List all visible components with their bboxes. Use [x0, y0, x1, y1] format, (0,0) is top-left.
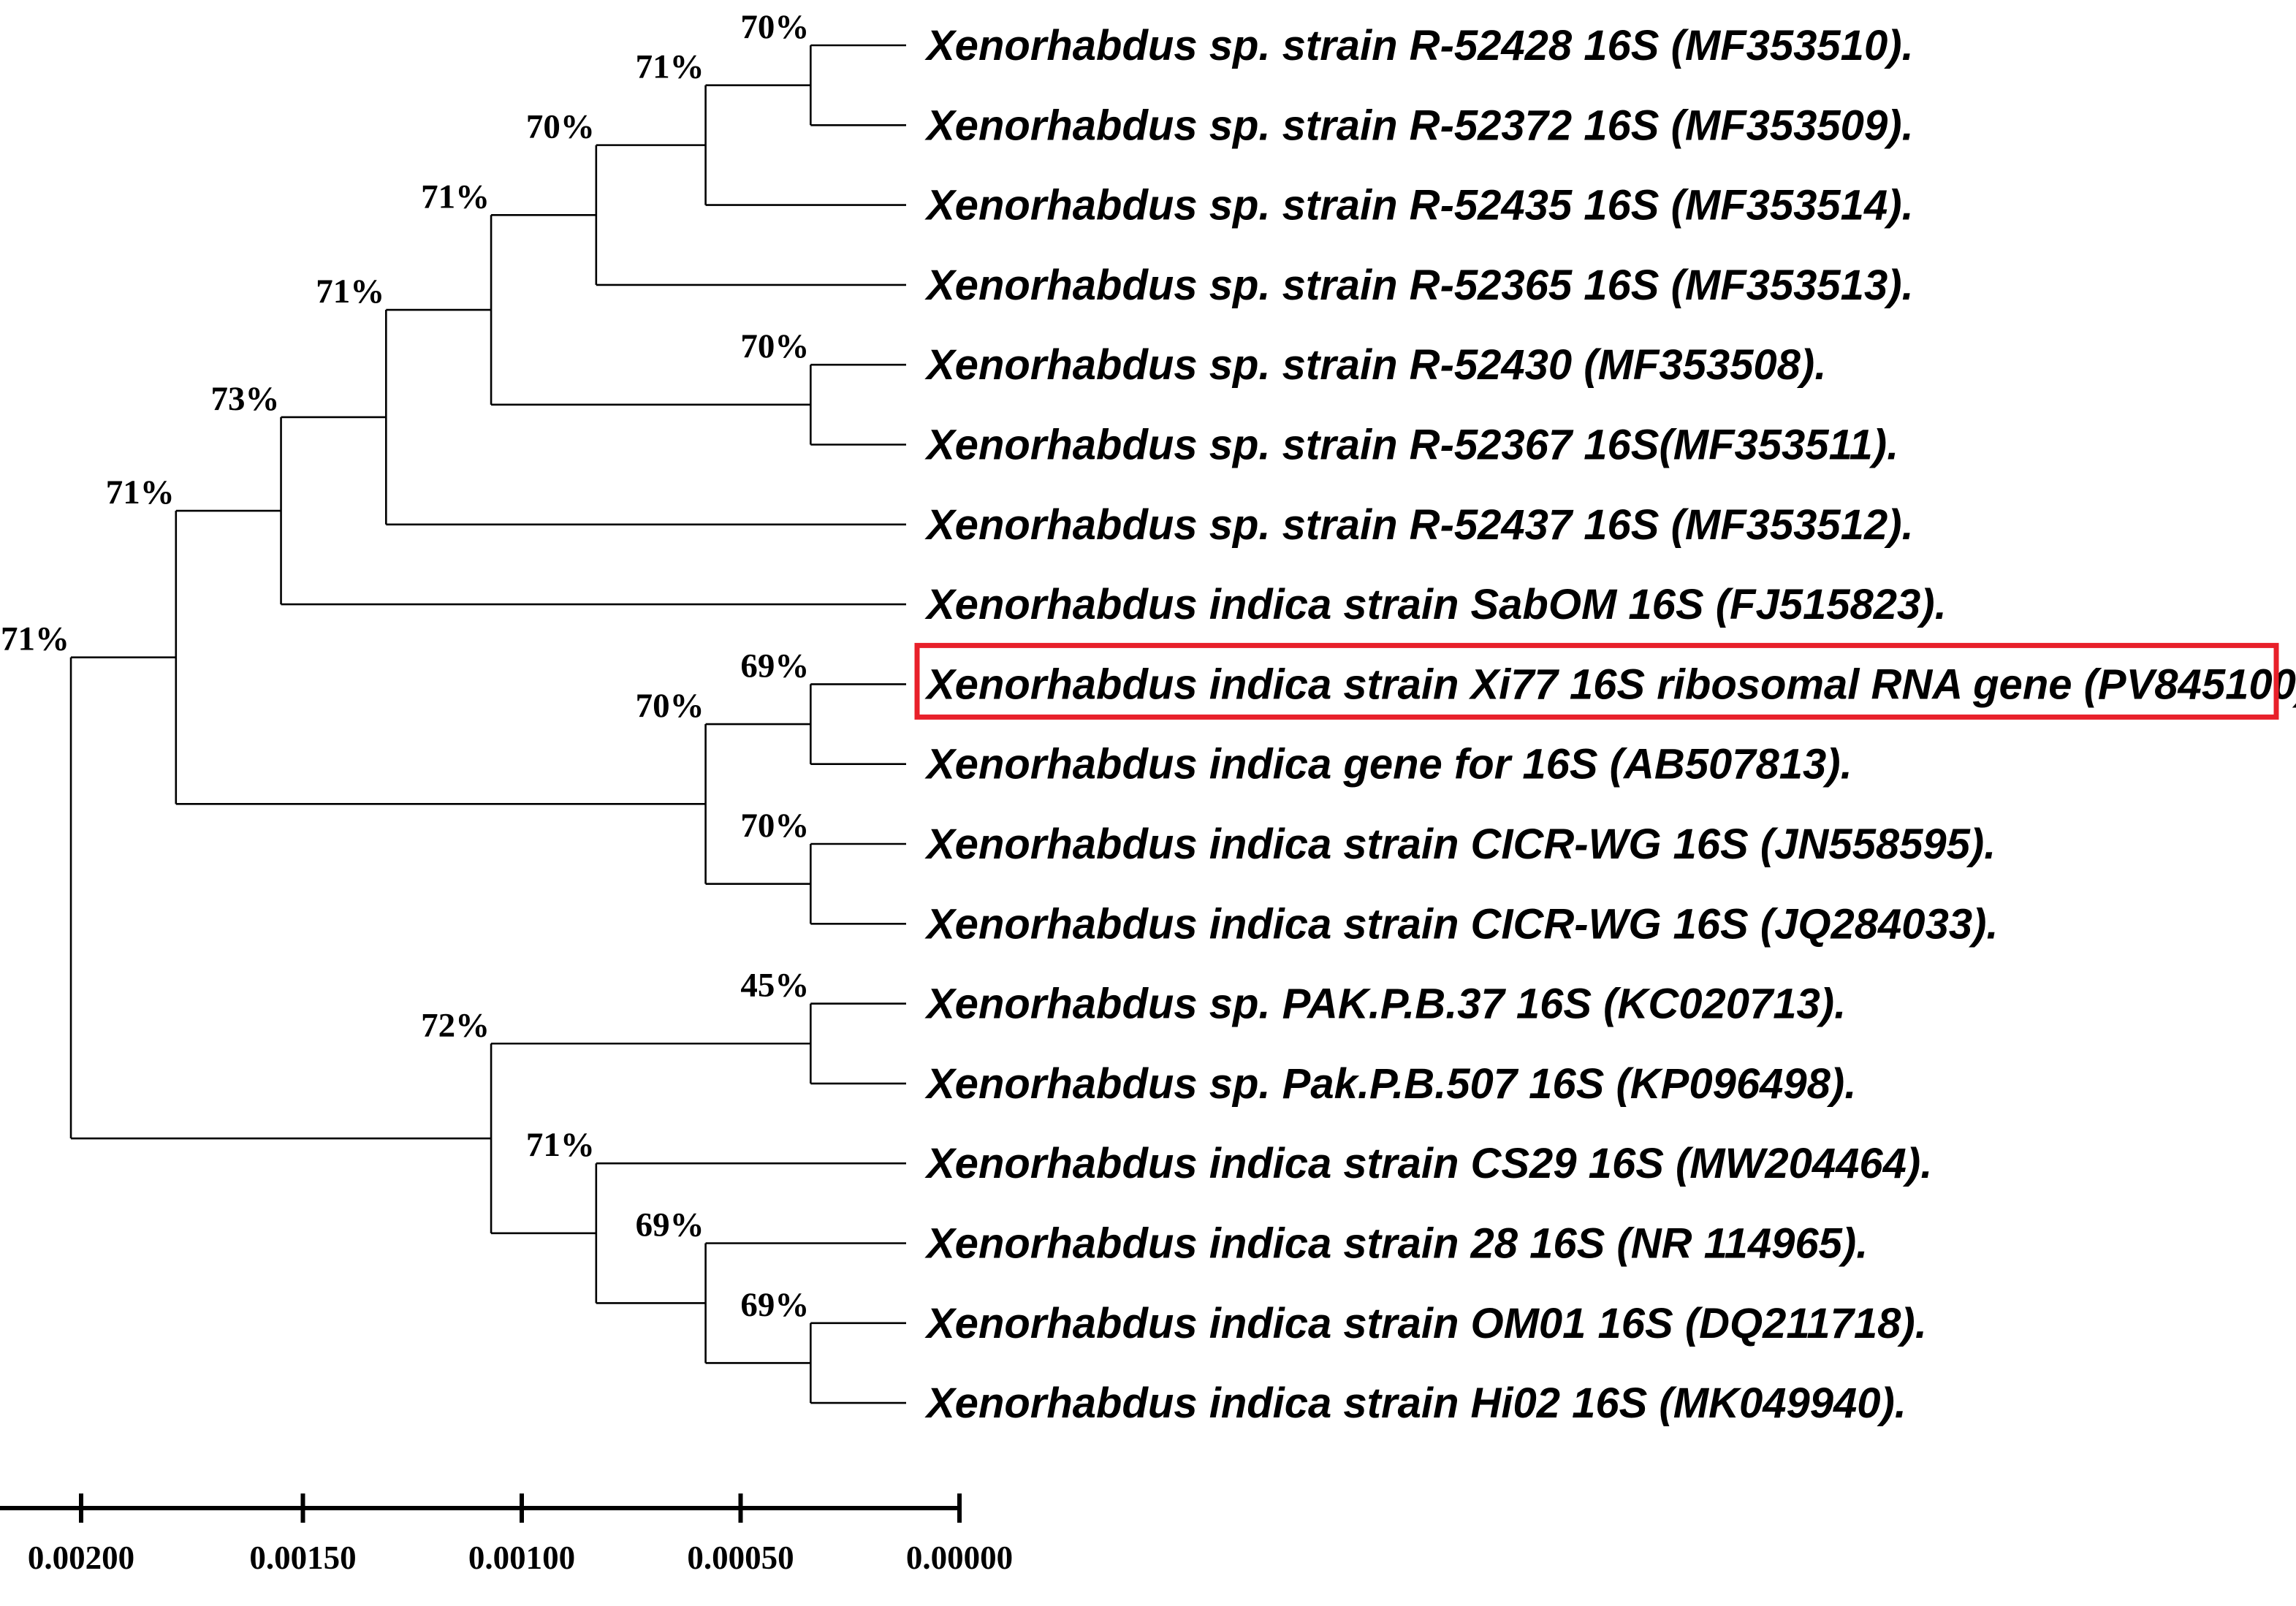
- support-value-n1: 70%: [740, 8, 809, 46]
- taxon-label: Xenorhabdus sp. PAK.P.B.37 16S (KC020713…: [924, 981, 1846, 1028]
- taxon-label: Xenorhabdus indica strain OM01 16S (DQ21…: [924, 1300, 1927, 1347]
- taxon-labels: Xenorhabdus sp. strain R-52428 16S (MF35…: [924, 22, 2296, 1427]
- scale-tick-label: 0.00200: [28, 1540, 134, 1576]
- highlight-box: [914, 642, 2279, 720]
- support-value-n2: 71%: [636, 48, 704, 86]
- support-value-n15: 71%: [526, 1126, 595, 1164]
- support-value-n16: 72%: [421, 1006, 490, 1044]
- support-value-n8: 69%: [740, 647, 809, 685]
- taxon-label: Xenorhabdus indica strain CS29 16S (MW20…: [924, 1140, 1932, 1187]
- taxon-label: Xenorhabdus sp. strain R-52430 (MF353508…: [924, 341, 1826, 389]
- taxon-label: Xenorhabdus indica gene for 16S (AB50781…: [924, 741, 1852, 788]
- support-value-n11: 71%: [106, 473, 175, 511]
- taxon-label: Xenorhabdus sp. strain R-52372 16S (MF35…: [924, 102, 1914, 149]
- support-value-n12: 45%: [740, 967, 809, 1005]
- bootstrap-support-values: 70% 71% 70% 70% 71% 71% 73% 69% 70% 70% 71% 45% 69% 6…: [1, 8, 809, 1324]
- taxon-label: Xenorhabdus sp. strain R-52437 16S (MF35…: [924, 501, 1914, 549]
- support-value-n7: 73%: [211, 380, 280, 418]
- taxon-label: Xenorhabdus indica strain CICR-WG 16S (J…: [924, 900, 1999, 948]
- taxon-label: Xenorhabdus indica strain Xi77 16S ribos…: [924, 661, 2296, 708]
- scale-tick-label: 0.00150: [249, 1540, 356, 1576]
- scale-tick-label: 0.00000: [906, 1540, 1013, 1576]
- support-value-n4: 70%: [740, 327, 809, 365]
- highlight-box-group: [914, 642, 2279, 720]
- support-value-n6: 71%: [316, 273, 384, 311]
- taxon-label: Xenorhabdus sp. strain R-52428 16S (MF35…: [924, 22, 1914, 69]
- taxon-label: Xenorhabdus sp. strain R-52367 16S(MF353…: [924, 422, 1898, 469]
- distance-scale-bar: 0.00200 0.00150 0.00100 0.00050 0.00000: [0, 1493, 1013, 1576]
- support-value-n14: 69%: [636, 1206, 704, 1244]
- support-value-n13: 69%: [740, 1286, 809, 1324]
- support-value-n17: 71%: [1, 620, 69, 658]
- taxon-label: Xenorhabdus indica strain 28 16S (NR 114…: [924, 1220, 1868, 1268]
- tree-branches: [69, 44, 906, 1404]
- scale-tick-label: 0.00050: [687, 1540, 794, 1576]
- taxon-label: Xenorhabdus sp. strain R-52365 16S (MF35…: [924, 262, 1914, 309]
- support-value-n5: 71%: [421, 178, 490, 216]
- support-value-n10: 70%: [636, 687, 704, 725]
- support-value-n9: 70%: [740, 807, 809, 845]
- taxon-label: Xenorhabdus sp. strain R-52435 16S (MF35…: [924, 182, 1914, 229]
- scale-tick-label: 0.00100: [468, 1540, 575, 1576]
- taxon-label: Xenorhabdus indica strain CICR-WG 16S (J…: [924, 821, 1996, 868]
- taxon-label: Xenorhabdus indica strain Hi02 16S (MK04…: [924, 1379, 1907, 1427]
- support-value-n3: 70%: [526, 108, 595, 146]
- taxon-label: Xenorhabdus sp. Pak.P.B.507 16S (KP09649…: [924, 1060, 1856, 1108]
- taxon-label: Xenorhabdus indica strain SabOM 16S (FJ5…: [924, 581, 1947, 628]
